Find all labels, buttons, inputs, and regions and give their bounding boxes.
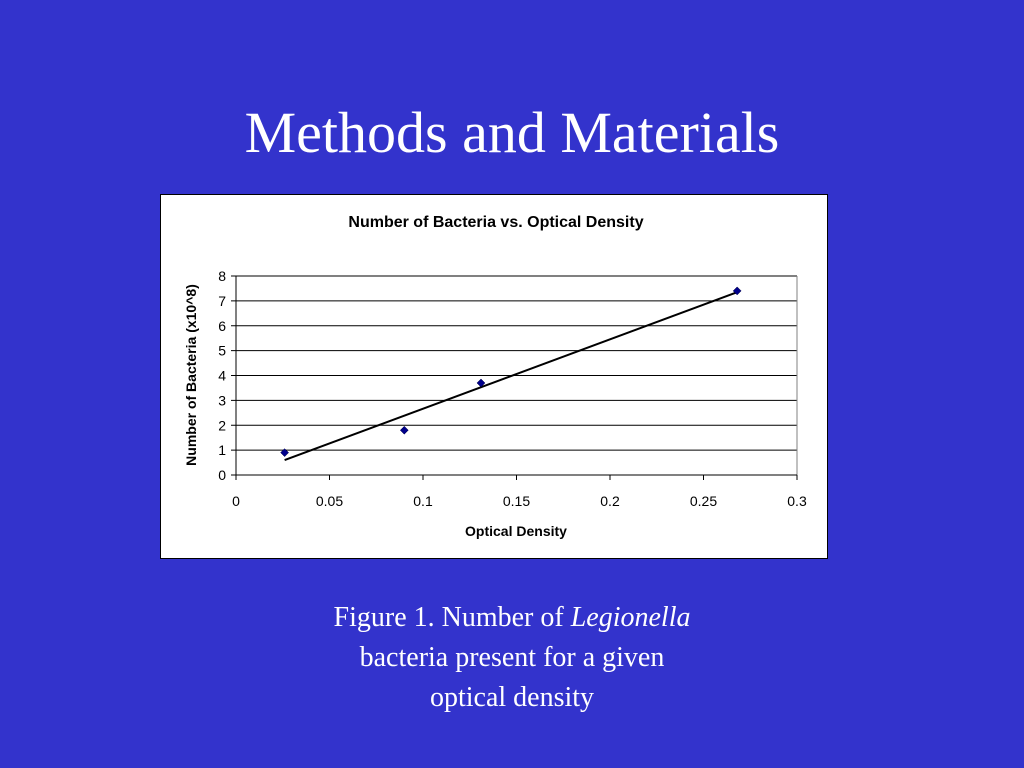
x-tick-label: 0.3 — [787, 493, 807, 509]
y-tick-label: 2 — [218, 417, 226, 433]
scatter-chart: Number of Bacteria vs. Optical Density O… — [183, 214, 807, 539]
slide-title: Methods and Materials — [244, 100, 780, 165]
chart-container: Number of Bacteria vs. Optical Density O… — [160, 194, 828, 559]
data-point — [732, 286, 742, 296]
caption-species: Legionella — [570, 602, 691, 633]
x-tick-label: 0.1 — [413, 493, 433, 509]
data-point — [476, 378, 486, 388]
caption-prefix: Figure 1. Number of — [333, 602, 571, 633]
x-tick-label: 0.05 — [316, 493, 343, 509]
data-point — [280, 448, 289, 457]
x-tick-label: 0.15 — [503, 493, 530, 509]
y-tick-label: 5 — [218, 343, 226, 359]
chart-title: Number of Bacteria vs. Optical Density — [348, 214, 643, 231]
y-tick-label: 1 — [218, 442, 226, 458]
figure-caption: Figure 1. Number of Legionella bacteria … — [200, 598, 824, 718]
x-axis-label: Optical Density — [465, 523, 567, 539]
trendline — [284, 291, 738, 462]
y-tick-label: 7 — [218, 293, 226, 309]
x-tick-label: 0.25 — [690, 493, 717, 509]
caption-line-1: Figure 1. Number of Legionella — [200, 598, 824, 638]
y-tick-label: 8 — [218, 268, 226, 284]
caption-line-2: bacteria present for a given — [359, 642, 665, 673]
data-point — [399, 425, 409, 435]
x-tick-label: 0.2 — [600, 493, 620, 509]
y-axis-label: Number of Bacteria (x10^8) — [183, 284, 199, 466]
y-tick-label: 4 — [218, 368, 226, 384]
x-tick-label: 0 — [232, 493, 240, 509]
y-tick-label: 3 — [218, 392, 226, 408]
y-tick-label: 6 — [218, 318, 226, 334]
plot-area: 0 1 2 3 4 5 6 7 8 0 0.05 0.1 0.15 0.2 0.25 0.3 — [218, 268, 807, 509]
caption-line-3: optical density — [429, 682, 595, 713]
y-tick-label: 0 — [218, 467, 226, 483]
